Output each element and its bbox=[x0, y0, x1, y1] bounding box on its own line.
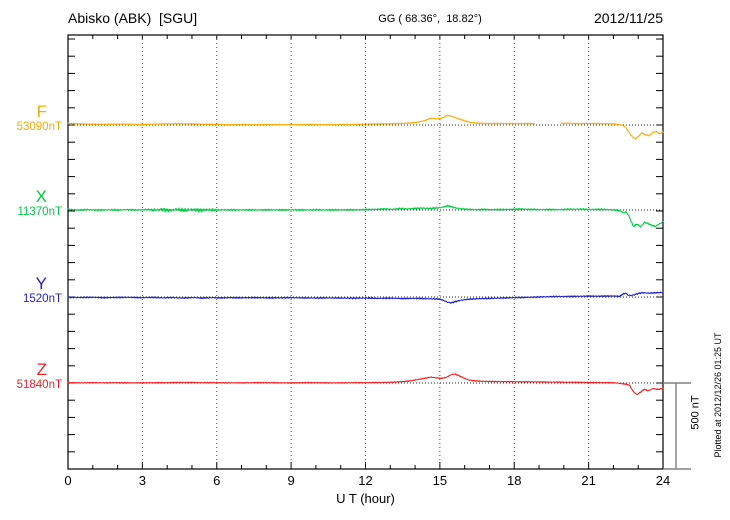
x-tick-label-15: 15 bbox=[432, 473, 448, 488]
channel-f-baseline-value: 53090nT bbox=[16, 121, 62, 133]
channel-z-baseline-value: 51840nT bbox=[16, 379, 62, 391]
trace-z bbox=[67, 373, 664, 396]
channel-x-label: X bbox=[35, 187, 47, 206]
channel-f-label: F bbox=[36, 102, 47, 121]
trace-x bbox=[67, 204, 664, 228]
x-axis-label: U T (hour) bbox=[336, 491, 395, 506]
channel-y: Y 1520nT bbox=[0, 275, 62, 306]
station-title: Abisko (ABK) [SGU] bbox=[68, 10, 198, 26]
geographic-coords: GG ( 68.36°, 18.82°) bbox=[378, 13, 482, 25]
channel-x: X 11370nT bbox=[0, 188, 62, 219]
channel-z: Z 51840nT bbox=[0, 361, 62, 392]
channel-y-label: Y bbox=[35, 274, 47, 293]
plotted-at-note: Plotted at 2012/12/26 01:25 UT bbox=[713, 332, 723, 458]
trace-y bbox=[67, 291, 664, 304]
x-tick-label-12: 12 bbox=[358, 473, 373, 488]
scale-bar-label: 500 nT bbox=[689, 395, 702, 430]
trace-f bbox=[67, 114, 664, 140]
x-tick-label-6: 6 bbox=[213, 473, 221, 488]
x-tick-label-9: 9 bbox=[287, 473, 295, 488]
x-tick-label-21: 21 bbox=[581, 473, 596, 488]
plot-date: 2012/11/25 bbox=[593, 10, 663, 26]
x-tick-label-24: 24 bbox=[655, 473, 671, 488]
x-tick-label-0: 0 bbox=[64, 473, 72, 488]
channel-y-baseline-value: 1520nT bbox=[22, 293, 62, 305]
channel-z-label: Z bbox=[36, 360, 47, 379]
channel-x-baseline-value: 11370nT bbox=[17, 206, 62, 218]
x-tick-label-3: 3 bbox=[138, 473, 146, 488]
x-tick-label-18: 18 bbox=[507, 473, 522, 488]
channel-f: F 53090nT bbox=[0, 103, 62, 134]
